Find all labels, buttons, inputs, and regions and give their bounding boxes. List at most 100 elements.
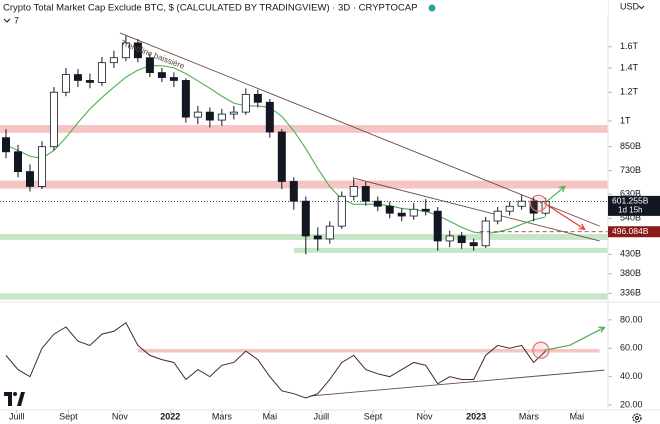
candle-body — [505, 205, 514, 212]
zone — [0, 234, 608, 240]
caret — [638, 5, 645, 10]
candle-body — [193, 111, 202, 118]
trendline — [119, 32, 600, 227]
price-label: 601.255B — [612, 196, 649, 206]
candle-body — [337, 195, 346, 227]
candle-body — [445, 235, 454, 242]
candle-body — [493, 210, 502, 222]
candle-body — [481, 220, 490, 247]
currency-selector[interactable]: USD — [620, 1, 645, 11]
candle-body — [373, 200, 382, 207]
price-label-box — [608, 226, 660, 238]
candle-body — [421, 208, 430, 212]
x-tick-label: Mai — [263, 411, 278, 421]
candle-body — [61, 74, 70, 93]
arrow — [544, 185, 566, 204]
candle-body — [109, 57, 118, 64]
x-tick-label: Sept — [59, 411, 78, 421]
y-tick-label: 40.00 — [620, 371, 643, 381]
candle-body — [241, 93, 250, 113]
settings[interactable] — [632, 413, 642, 423]
candle-body — [301, 200, 310, 237]
x-tick-label: Juill — [314, 411, 330, 421]
arrow — [544, 202, 585, 230]
candle-body — [289, 181, 298, 202]
chart-title: Crypto Total Market Cap Exclude BTC, $ (… — [3, 3, 417, 14]
x-tick-label: Mars — [519, 411, 539, 421]
y-tick-label: 1.2T — [620, 87, 639, 97]
trendline — [354, 178, 600, 242]
candle-body — [85, 80, 94, 83]
candle-body — [145, 57, 154, 73]
candle-body — [433, 210, 442, 242]
candle-body — [157, 72, 166, 78]
y-tick-label: 60.00 — [620, 343, 643, 353]
candle-body — [169, 77, 178, 81]
gear — [632, 413, 642, 423]
y-tick-label: 20.00 — [620, 399, 643, 409]
candle-body — [229, 111, 238, 115]
candle-body — [349, 186, 358, 197]
logo-part — [17, 392, 25, 406]
candle-body — [361, 186, 370, 202]
y-tick-label: 336B — [620, 288, 641, 298]
highlight-circle — [529, 194, 548, 212]
y-tick-label: 1T — [620, 115, 631, 125]
x-tick-label: Juill — [9, 411, 25, 421]
x-tick-label: 2023 — [466, 411, 486, 421]
y-tick-label: 630B — [620, 188, 641, 198]
y-tick-label: 1.6T — [620, 41, 639, 51]
gear-center — [635, 416, 639, 420]
candle-body — [253, 93, 262, 103]
candle-body — [457, 235, 466, 244]
candle-body — [121, 42, 130, 59]
trendline — [309, 369, 605, 397]
x-tick-label: Mars — [212, 411, 232, 421]
candle-body — [25, 171, 34, 187]
candle-body — [517, 200, 526, 207]
candle-body — [73, 74, 82, 81]
market-status[interactable] — [428, 4, 436, 12]
moving-average — [5, 65, 546, 235]
candle-body — [13, 151, 22, 172]
y-tick-label: 1.4T — [620, 62, 639, 72]
candle-body — [181, 80, 190, 118]
zone — [0, 293, 608, 300]
tv-logo[interactable] — [4, 392, 25, 406]
y-tick-label: 730B — [620, 165, 641, 175]
zone — [0, 125, 608, 133]
candle-body — [205, 111, 214, 121]
zone — [293, 247, 608, 253]
candle-body — [385, 205, 394, 214]
currency: USD — [620, 1, 640, 11]
zone — [137, 348, 600, 353]
price-label-box — [608, 195, 660, 216]
price-countdown: 1d 15h — [618, 205, 642, 214]
logo-part — [4, 392, 12, 406]
candle-body — [409, 208, 418, 217]
arrow-head — [598, 326, 606, 333]
y-tick-label: 540B — [620, 213, 641, 223]
rsi-line — [5, 321, 546, 399]
x-tick-label: Nov — [417, 411, 434, 421]
candle-body — [469, 242, 478, 247]
x-tick-label: Nov — [112, 411, 129, 421]
candle-body — [277, 131, 286, 182]
highlight-circle — [532, 341, 550, 359]
arrow-head — [578, 223, 586, 230]
candle-body — [97, 62, 106, 83]
indicators-toggle[interactable]: 7 — [3, 15, 19, 25]
y-tick-label: 80.00 — [620, 314, 643, 324]
candle-body — [397, 212, 406, 217]
candle-body — [37, 146, 46, 187]
x-tick-label: Sept — [364, 411, 383, 421]
y-tick-label: 380B — [620, 268, 641, 278]
caret — [3, 18, 11, 23]
indicator-count: 7 — [14, 15, 19, 25]
y-tick-label: 430B — [620, 249, 641, 259]
logo-part — [13, 392, 17, 396]
arrow-head — [558, 185, 566, 193]
